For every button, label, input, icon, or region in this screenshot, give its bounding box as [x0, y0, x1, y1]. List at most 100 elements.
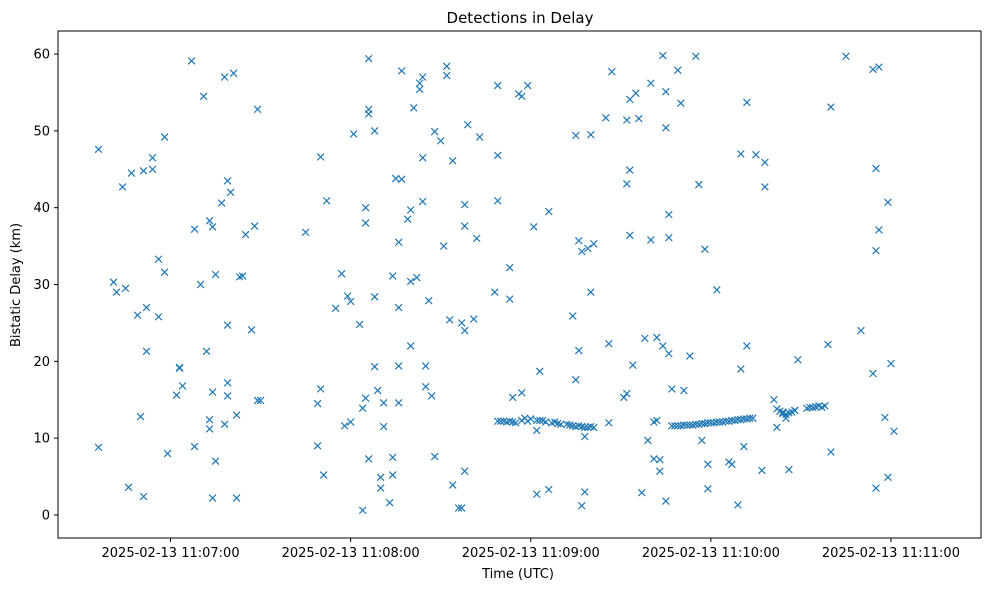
data-point [163, 449, 172, 458]
data-point [394, 303, 403, 312]
data-point [406, 277, 415, 286]
y-tick-label: 0 [42, 508, 50, 523]
data-point [574, 236, 583, 245]
data-point [746, 414, 754, 422]
data-point [890, 427, 898, 436]
data-point [196, 280, 205, 289]
data-point [740, 442, 748, 451]
data-point [394, 398, 403, 407]
data-point [493, 196, 502, 205]
data-point [445, 316, 454, 324]
data-point [881, 413, 889, 422]
data-point [397, 67, 406, 75]
data-point [535, 416, 544, 425]
data-point [622, 180, 631, 188]
y-tick-label: 50 [33, 124, 50, 139]
data-point [322, 196, 331, 205]
data-point [665, 349, 673, 358]
data-point [662, 87, 670, 96]
data-point [415, 79, 424, 88]
data-point [406, 206, 415, 214]
data-point [199, 92, 208, 101]
data-point [656, 455, 664, 464]
data-point [665, 210, 673, 219]
data-point [508, 393, 517, 402]
data-point [475, 133, 484, 141]
data-point [361, 203, 370, 212]
data-point [646, 236, 655, 244]
data-point [713, 286, 721, 294]
data-point [659, 51, 667, 60]
data-point [646, 79, 655, 88]
data-point [713, 418, 721, 426]
data-point [364, 54, 373, 63]
data-point [493, 151, 502, 160]
data-point [625, 231, 634, 240]
data-point [223, 176, 232, 185]
data-point [568, 312, 577, 320]
data-point [677, 99, 685, 108]
data-point [737, 150, 745, 158]
data-point [659, 342, 667, 350]
data-point [662, 497, 670, 505]
data-point [241, 230, 250, 239]
data-point [791, 406, 799, 415]
data-point [887, 359, 895, 368]
data-point [674, 66, 682, 75]
data-point [604, 339, 613, 348]
data-point [577, 501, 586, 510]
y-tick-label: 40 [33, 201, 50, 216]
data-point [346, 418, 355, 426]
data-point [220, 420, 229, 429]
data-point [827, 103, 835, 111]
data-point [604, 418, 613, 427]
data-point [346, 297, 355, 306]
y-axis-ticks: 0 10 20 30 40 50 60 [33, 48, 58, 523]
data-point [205, 415, 214, 424]
data-point [439, 242, 448, 250]
data-point [460, 222, 469, 230]
data-point [148, 165, 157, 174]
data-point [692, 52, 700, 61]
data-point [331, 304, 340, 313]
data-point [794, 355, 802, 364]
data-point [526, 415, 535, 423]
data-point [532, 426, 541, 435]
data-point [622, 116, 631, 124]
x-tick-label: 2025-02-13 11:09:00 [462, 546, 600, 561]
data-point [442, 62, 451, 71]
data-point [124, 483, 133, 492]
data-point [253, 396, 262, 405]
data-point [589, 423, 598, 432]
data-point [589, 239, 598, 248]
data-point [454, 504, 463, 512]
data-point [394, 238, 403, 247]
data-point [671, 422, 679, 430]
data-point [583, 244, 592, 253]
data-point [773, 423, 781, 432]
data-point [418, 197, 427, 206]
data-point [749, 414, 757, 422]
data-point [698, 436, 706, 445]
data-point [668, 422, 676, 430]
data-point [388, 471, 397, 479]
data-point [223, 321, 232, 330]
data-point [109, 278, 118, 287]
data-point [187, 57, 196, 65]
data-point [361, 219, 370, 227]
data-point [376, 473, 385, 482]
x-tick-label: 2025-02-13 11:11:00 [822, 546, 960, 561]
data-point [253, 105, 262, 114]
data-point [178, 382, 187, 390]
data-point [640, 334, 649, 343]
data-point [211, 270, 220, 279]
data-point [376, 484, 385, 492]
data-point [686, 352, 694, 360]
data-point [160, 268, 169, 277]
data-point [118, 183, 127, 191]
data-point [403, 215, 412, 224]
data-point [220, 73, 229, 81]
data-point [460, 467, 469, 475]
data-point [142, 347, 151, 356]
